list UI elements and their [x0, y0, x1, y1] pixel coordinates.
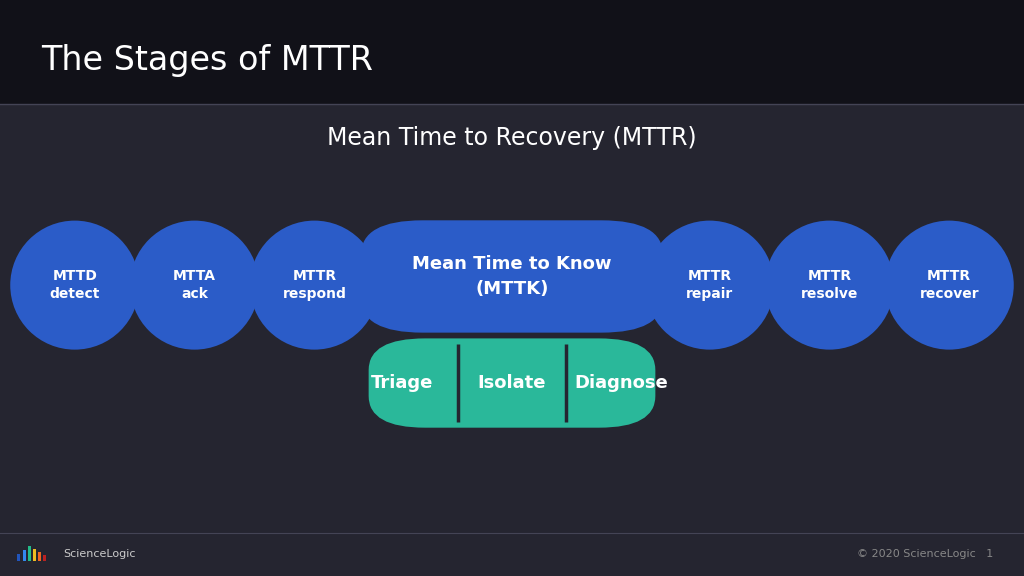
Bar — [17, 554, 20, 561]
Ellipse shape — [130, 221, 259, 350]
Text: Diagnose: Diagnose — [574, 374, 669, 392]
Text: MTTA
ack: MTTA ack — [173, 269, 216, 301]
FancyBboxPatch shape — [0, 0, 1024, 104]
FancyBboxPatch shape — [361, 221, 664, 333]
Text: The Stages of MTTR: The Stages of MTTR — [41, 44, 373, 77]
Ellipse shape — [645, 221, 774, 350]
Ellipse shape — [885, 221, 1014, 350]
Ellipse shape — [765, 221, 894, 350]
Text: MTTR
recover: MTTR recover — [920, 269, 979, 301]
Text: ScienceLogic: ScienceLogic — [63, 549, 136, 559]
Text: © 2020 ScienceLogic   1: © 2020 ScienceLogic 1 — [857, 549, 993, 559]
Text: MTTR
resolve: MTTR resolve — [801, 269, 858, 301]
Bar — [28, 546, 31, 561]
Bar — [43, 555, 46, 561]
Text: Isolate: Isolate — [478, 374, 546, 392]
Text: Triage: Triage — [372, 374, 433, 392]
Ellipse shape — [250, 221, 379, 350]
Text: MTTD
detect: MTTD detect — [49, 269, 100, 301]
Bar — [23, 550, 26, 561]
Text: MTTR
respond: MTTR respond — [283, 269, 346, 301]
Text: Mean Time to Know
(MTTK): Mean Time to Know (MTTK) — [413, 255, 611, 298]
Text: MTTR
repair: MTTR repair — [686, 269, 733, 301]
FancyBboxPatch shape — [369, 339, 655, 427]
Ellipse shape — [10, 221, 139, 350]
Text: Mean Time to Recovery (MTTR): Mean Time to Recovery (MTTR) — [328, 126, 696, 150]
Bar — [38, 552, 41, 561]
Bar — [33, 549, 36, 561]
